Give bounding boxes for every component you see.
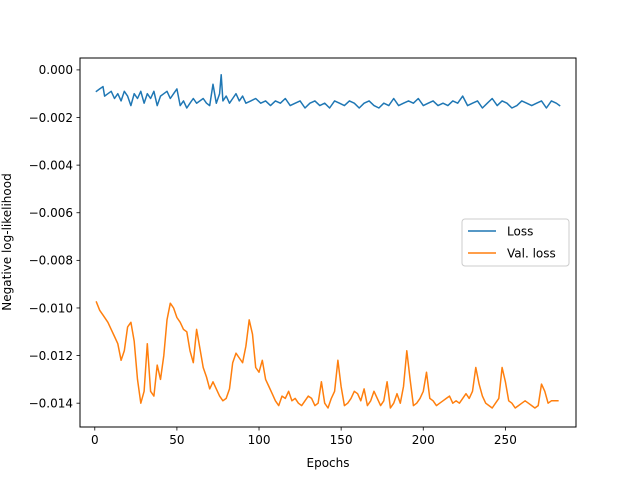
y-tick-label: −0.002 — [29, 111, 73, 125]
y-tick-label: −0.008 — [29, 254, 73, 268]
x-tick-label: 0 — [91, 433, 99, 447]
y-axis-label: Negative log-likelihood — [0, 173, 14, 310]
x-tick-label: 250 — [494, 433, 517, 447]
x-tick-label: 50 — [169, 433, 184, 447]
y-tick-label: −0.010 — [29, 301, 73, 315]
x-tick-label: 150 — [330, 433, 353, 447]
y-tick-label: −0.012 — [29, 349, 73, 363]
legend: Loss Val. loss — [461, 218, 570, 267]
x-tick-label: 200 — [412, 433, 435, 447]
x-tick-label: 100 — [248, 433, 271, 447]
y-tick-label: −0.006 — [29, 206, 73, 220]
y-tick-label: 0.000 — [39, 63, 73, 77]
y-tick-label: −0.014 — [29, 396, 73, 410]
tick-layer: 0 50 100 150 200 250 0.000 −0.002 −0.004 −0.006 −0… — [29, 63, 517, 447]
series-line-1 — [95, 301, 559, 409]
legend-label-val-loss: Val. loss — [507, 247, 556, 261]
x-axis-label: Epochs — [307, 456, 350, 470]
y-tick-label: −0.004 — [29, 158, 73, 172]
series-layer — [95, 73, 561, 409]
legend-label-loss: Loss — [507, 225, 533, 239]
series-line-0 — [95, 73, 561, 109]
plot-frame — [79, 57, 577, 428]
